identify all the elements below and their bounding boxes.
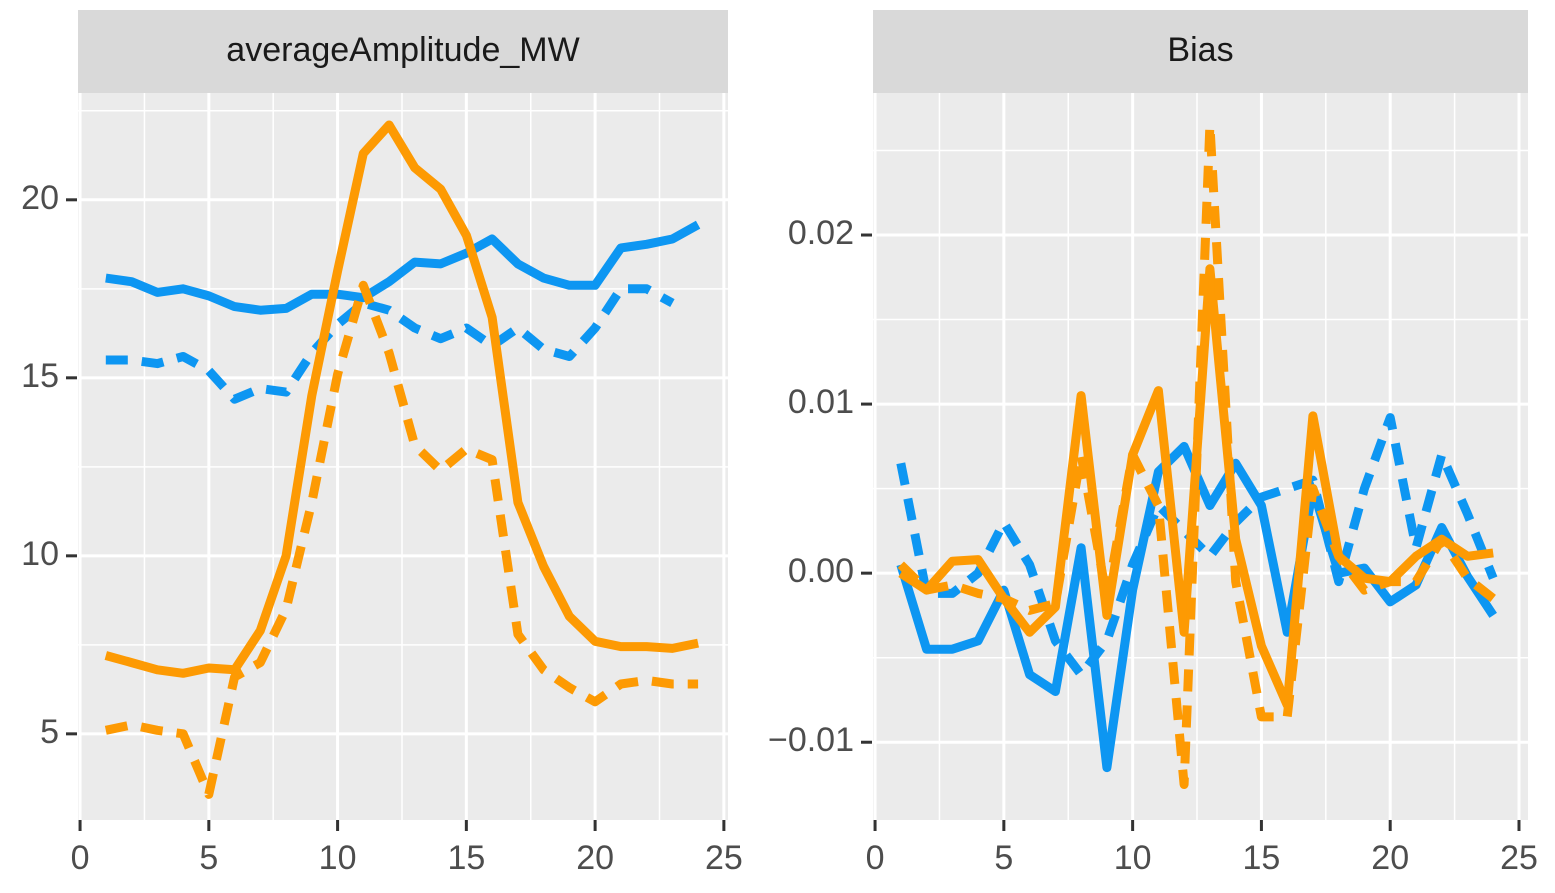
y-tick-label: −0.01 <box>768 721 854 759</box>
x-tick-label: 5 <box>199 839 218 877</box>
x-tick-label: 0 <box>866 839 885 877</box>
strip <box>873 10 1528 93</box>
x-tick-label: 20 <box>576 839 614 877</box>
y-tick-label: 0.01 <box>788 383 854 421</box>
x-tick-label: 25 <box>1500 839 1538 877</box>
series-line <box>897 120 1496 789</box>
series-line <box>104 120 700 678</box>
x-tick-label: 5 <box>994 839 1013 877</box>
y-tick-label: 10 <box>21 535 59 573</box>
y-tick-label: 20 <box>21 179 59 217</box>
x-tick-label: 15 <box>447 839 485 877</box>
panel-title: averageAmplitude_MW <box>226 31 579 69</box>
series-line <box>105 284 675 404</box>
panel-title: Bias <box>1167 31 1233 69</box>
y-tick-label: 15 <box>21 357 59 395</box>
y-tick-label: 5 <box>40 713 59 751</box>
x-tick-label: 20 <box>1371 839 1409 877</box>
x-tick-label: 10 <box>1114 839 1152 877</box>
x-tick-label: 15 <box>1243 839 1281 877</box>
strip <box>78 10 728 93</box>
x-tick-label: 10 <box>319 839 357 877</box>
x-tick-label: 25 <box>705 839 743 877</box>
x-tick-label: 0 <box>71 839 90 877</box>
series-line <box>105 220 701 315</box>
panel-background <box>78 93 728 820</box>
series-line <box>104 280 699 799</box>
y-tick-label: 0.02 <box>788 214 854 252</box>
y-tick-label: 0.00 <box>788 552 854 590</box>
